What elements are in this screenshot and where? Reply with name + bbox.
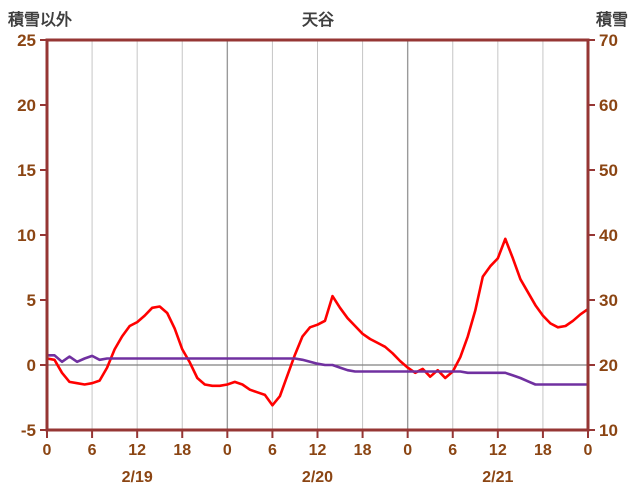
svg-text:40: 40 <box>599 226 618 245</box>
svg-text:60: 60 <box>599 96 618 115</box>
svg-text:0: 0 <box>27 356 36 375</box>
svg-text:70: 70 <box>599 31 618 50</box>
series-lines <box>45 237 590 407</box>
svg-text:12: 12 <box>489 442 507 459</box>
svg-text:12: 12 <box>309 442 327 459</box>
svg-text:10: 10 <box>599 421 618 440</box>
left-axis: 25 20 15 10 5 0 -5 <box>17 31 46 440</box>
svg-text:2/21: 2/21 <box>482 469 513 486</box>
left-axis-title: 積雪以外 <box>8 12 73 29</box>
svg-text:10: 10 <box>17 226 36 245</box>
svg-text:6: 6 <box>88 442 97 459</box>
svg-text:5: 5 <box>27 291 36 310</box>
svg-text:20: 20 <box>17 96 36 115</box>
chart-title: 天谷 <box>301 12 335 29</box>
series-line-1 <box>45 353 590 386</box>
svg-text:0: 0 <box>403 442 412 459</box>
series-line-0 <box>45 237 590 407</box>
svg-text:12: 12 <box>128 442 146 459</box>
svg-text:30: 30 <box>599 291 618 310</box>
svg-text:50: 50 <box>599 161 618 180</box>
svg-text:0: 0 <box>43 442 52 459</box>
svg-text:18: 18 <box>173 442 191 459</box>
right-axis: 70 60 50 40 30 20 10 <box>589 31 618 440</box>
svg-text:-5: -5 <box>21 421 36 440</box>
svg-text:2/19: 2/19 <box>122 469 153 486</box>
right-axis-title: 積雪 <box>595 12 628 29</box>
svg-text:18: 18 <box>354 442 372 459</box>
svg-text:6: 6 <box>268 442 277 459</box>
svg-text:2/20: 2/20 <box>302 469 333 486</box>
date-labels: 2/19 2/20 2/21 <box>122 469 514 486</box>
svg-text:6: 6 <box>448 442 457 459</box>
svg-text:15: 15 <box>17 161 36 180</box>
plot-border <box>45 38 590 432</box>
svg-text:0: 0 <box>223 442 232 459</box>
svg-text:18: 18 <box>534 442 552 459</box>
svg-text:0: 0 <box>584 442 593 459</box>
svg-text:20: 20 <box>599 356 618 375</box>
svg-text:25: 25 <box>17 31 36 50</box>
bottom-axis: 0 6 12 18 0 6 12 18 0 6 12 18 0 <box>43 431 593 459</box>
